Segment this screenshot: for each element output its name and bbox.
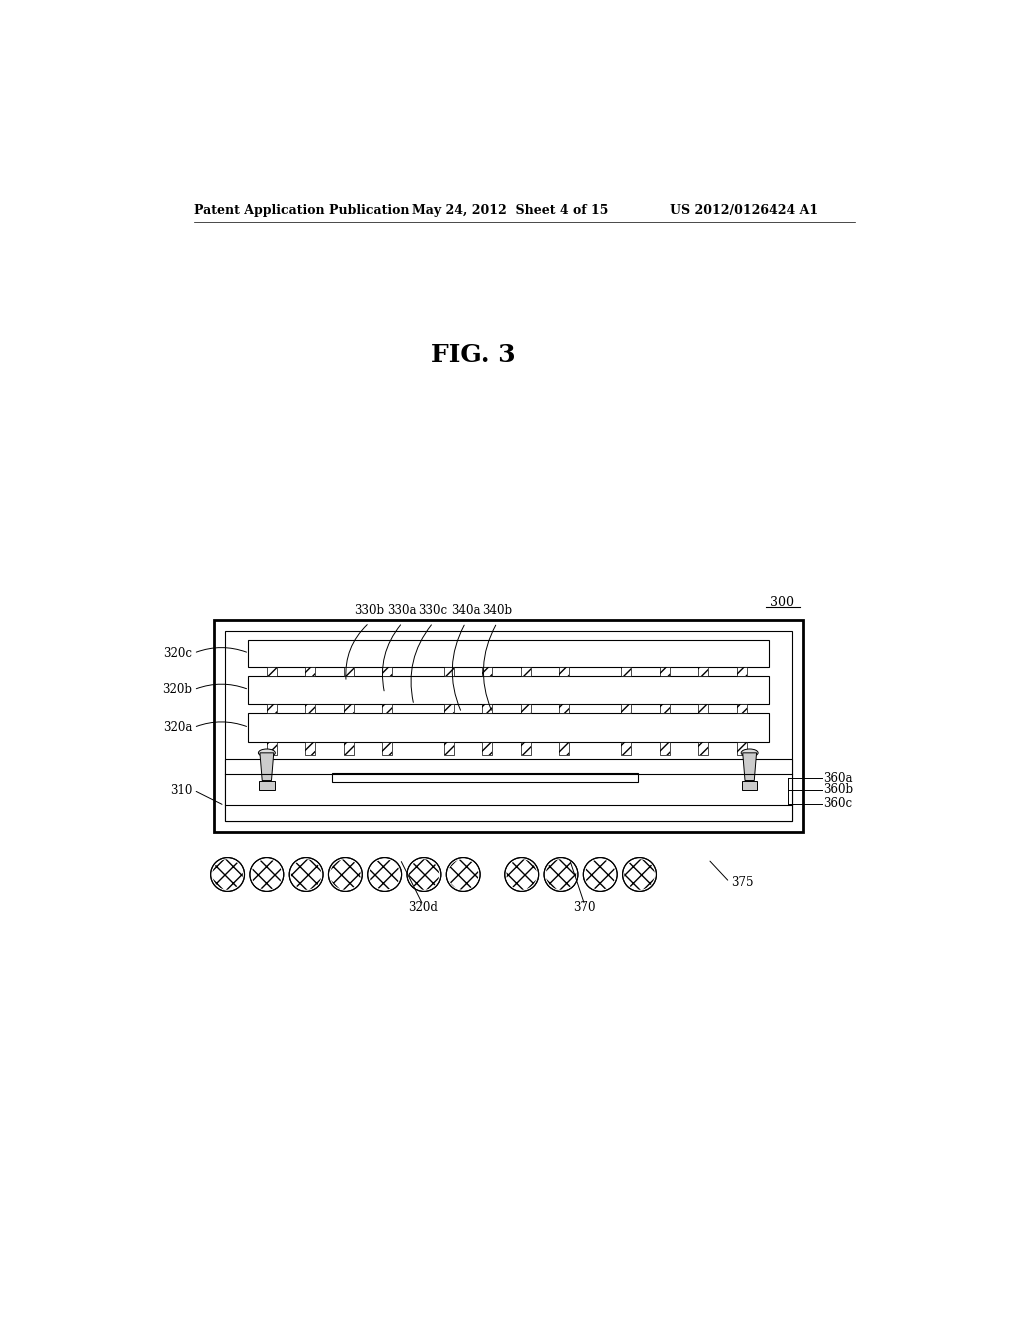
Text: US 2012/0126424 A1: US 2012/0126424 A1	[670, 205, 818, 218]
Text: 360a: 360a	[823, 772, 853, 785]
FancyBboxPatch shape	[382, 742, 392, 755]
FancyBboxPatch shape	[559, 742, 569, 755]
FancyBboxPatch shape	[736, 667, 746, 676]
FancyBboxPatch shape	[267, 704, 276, 713]
FancyBboxPatch shape	[248, 676, 769, 704]
Text: 330a: 330a	[388, 603, 417, 616]
FancyBboxPatch shape	[659, 667, 670, 676]
Text: 340b: 340b	[482, 603, 512, 616]
Text: Patent Application Publication: Patent Application Publication	[195, 205, 410, 218]
Circle shape	[250, 858, 284, 891]
Circle shape	[505, 858, 539, 891]
Text: 320a: 320a	[163, 721, 193, 734]
FancyBboxPatch shape	[333, 774, 638, 781]
FancyBboxPatch shape	[621, 742, 631, 755]
FancyBboxPatch shape	[559, 704, 569, 713]
FancyBboxPatch shape	[344, 704, 354, 713]
FancyBboxPatch shape	[621, 704, 631, 713]
FancyBboxPatch shape	[214, 620, 803, 832]
FancyBboxPatch shape	[659, 742, 670, 755]
Text: 375: 375	[731, 875, 754, 888]
Text: 320b: 320b	[162, 684, 193, 696]
Polygon shape	[260, 752, 273, 780]
Circle shape	[584, 858, 617, 891]
FancyBboxPatch shape	[521, 667, 531, 676]
Text: 360c: 360c	[823, 797, 853, 810]
FancyBboxPatch shape	[248, 640, 769, 667]
FancyBboxPatch shape	[224, 631, 792, 821]
FancyBboxPatch shape	[382, 704, 392, 713]
FancyBboxPatch shape	[521, 704, 531, 713]
Text: 310: 310	[170, 784, 193, 797]
Text: 340a: 340a	[451, 603, 480, 616]
Circle shape	[544, 858, 578, 891]
FancyBboxPatch shape	[444, 742, 454, 755]
FancyBboxPatch shape	[736, 704, 746, 713]
Circle shape	[368, 858, 401, 891]
Text: FIG. 3: FIG. 3	[431, 343, 515, 367]
FancyBboxPatch shape	[482, 742, 493, 755]
Text: 330b: 330b	[354, 603, 384, 616]
Ellipse shape	[741, 748, 758, 756]
FancyBboxPatch shape	[305, 742, 315, 755]
Circle shape	[329, 858, 362, 891]
FancyBboxPatch shape	[621, 667, 631, 676]
FancyBboxPatch shape	[559, 667, 569, 676]
FancyBboxPatch shape	[344, 667, 354, 676]
Circle shape	[211, 858, 245, 891]
FancyBboxPatch shape	[248, 713, 769, 742]
Text: 370: 370	[573, 902, 596, 915]
Circle shape	[407, 858, 441, 891]
FancyBboxPatch shape	[482, 704, 493, 713]
FancyBboxPatch shape	[482, 667, 493, 676]
FancyBboxPatch shape	[698, 704, 708, 713]
Text: 330c: 330c	[419, 603, 447, 616]
FancyBboxPatch shape	[698, 742, 708, 755]
Text: 360b: 360b	[823, 783, 854, 796]
Text: 320d: 320d	[409, 902, 438, 915]
Text: 300: 300	[770, 597, 794, 610]
Circle shape	[446, 858, 480, 891]
Text: May 24, 2012  Sheet 4 of 15: May 24, 2012 Sheet 4 of 15	[412, 205, 608, 218]
FancyBboxPatch shape	[742, 780, 758, 789]
FancyBboxPatch shape	[659, 704, 670, 713]
Text: 320c: 320c	[163, 647, 193, 660]
FancyBboxPatch shape	[698, 667, 708, 676]
FancyBboxPatch shape	[305, 704, 315, 713]
FancyBboxPatch shape	[224, 759, 792, 821]
FancyBboxPatch shape	[444, 667, 454, 676]
FancyBboxPatch shape	[267, 667, 276, 676]
Polygon shape	[742, 752, 757, 780]
FancyBboxPatch shape	[736, 742, 746, 755]
FancyBboxPatch shape	[305, 667, 315, 676]
FancyBboxPatch shape	[259, 780, 274, 789]
FancyBboxPatch shape	[267, 742, 276, 755]
FancyBboxPatch shape	[444, 704, 454, 713]
Circle shape	[623, 858, 656, 891]
FancyBboxPatch shape	[382, 667, 392, 676]
Ellipse shape	[258, 748, 275, 756]
FancyBboxPatch shape	[521, 742, 531, 755]
Circle shape	[289, 858, 323, 891]
FancyBboxPatch shape	[344, 742, 354, 755]
